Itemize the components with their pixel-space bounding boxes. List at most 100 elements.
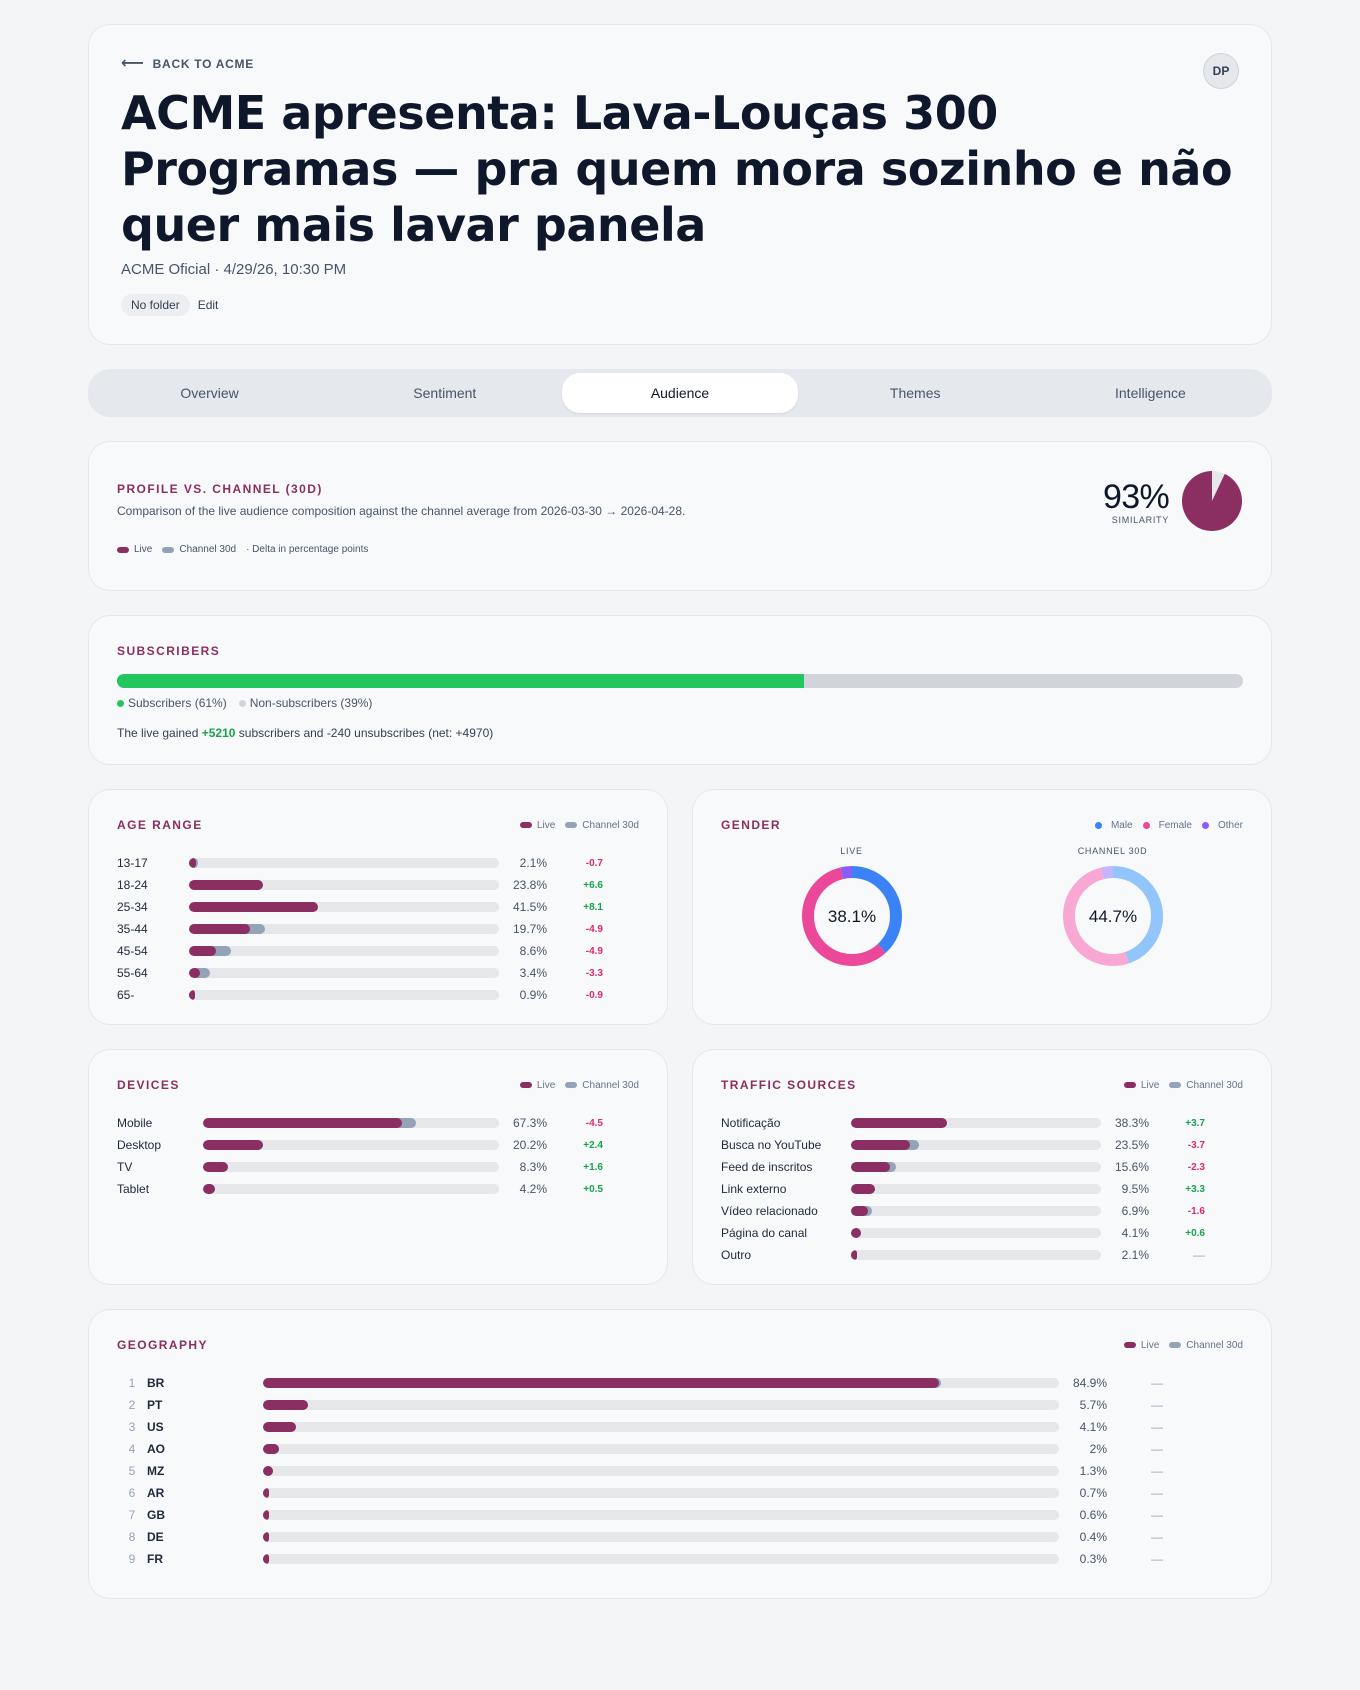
non-subscribers-dot bbox=[238, 700, 246, 707]
age-row: 55-64 3.4% -3.3 bbox=[117, 962, 639, 984]
device-row: Tablet 4.2% +0.5 bbox=[117, 1178, 639, 1200]
gender-legend: Male Female Other bbox=[1094, 819, 1243, 831]
row-percent: 9.5% bbox=[1121, 1182, 1149, 1196]
row-percent: 0.3% bbox=[1079, 1552, 1107, 1566]
tab-sentiment[interactable]: Sentiment bbox=[413, 385, 477, 401]
country-row: 3 US 4.1% — bbox=[117, 1416, 1243, 1438]
traffic-source-row: Outro 2.1% — bbox=[721, 1244, 1243, 1266]
bar-track bbox=[851, 1162, 1101, 1172]
similarity-value: 93% bbox=[1102, 478, 1170, 516]
row-delta: +8.1 bbox=[583, 901, 603, 913]
row-percent: 23.5% bbox=[1114, 1138, 1149, 1152]
age-row: 35-44 19.7% -4.9 bbox=[117, 918, 639, 940]
live-bar bbox=[189, 968, 200, 978]
legend-live-label: Live bbox=[536, 819, 556, 831]
legend-live-label: Live bbox=[536, 1079, 556, 1091]
age-label: AGE RANGE bbox=[117, 818, 203, 832]
row-label: 35-44 bbox=[117, 922, 148, 936]
row-delta: — bbox=[1151, 1376, 1163, 1390]
row-delta: +0.6 bbox=[1185, 1227, 1205, 1239]
row-delta: -0.9 bbox=[585, 989, 603, 1001]
row-delta: +3.7 bbox=[1185, 1117, 1205, 1129]
country-row: 6 AR 0.7% — bbox=[117, 1482, 1243, 1504]
row-delta: +2.4 bbox=[583, 1139, 603, 1151]
live-bar bbox=[851, 1118, 947, 1128]
video-meta: ACME Oficial · 4/29/26, 10:30 PM bbox=[121, 261, 347, 278]
tab-overview[interactable]: Overview bbox=[180, 385, 239, 401]
channel-gender-donut: 44.7% bbox=[1062, 866, 1163, 966]
bar-track bbox=[263, 1422, 1059, 1432]
age-row: 25-34 41.5% +8.1 bbox=[117, 896, 639, 918]
country-row: 7 GB 0.6% — bbox=[117, 1504, 1243, 1526]
country-code: AR bbox=[147, 1486, 165, 1500]
rank: 6 bbox=[128, 1486, 136, 1500]
row-label: TV bbox=[117, 1160, 133, 1174]
legend-non-subscribers: Non-subscribers (39%) bbox=[238, 696, 373, 710]
legend-channel-label: Channel 30d bbox=[1186, 1339, 1243, 1351]
age-row: 45-54 8.6% -4.9 bbox=[117, 940, 639, 962]
page: ⟵ BACK TO ACME DP ACME apresenta: Lava-L… bbox=[88, 24, 1272, 1599]
rank: 8 bbox=[128, 1530, 136, 1544]
folder-row: No folder Edit bbox=[121, 294, 1239, 316]
country-row: 2 PT 5.7% — bbox=[117, 1394, 1243, 1416]
row-delta: -4.5 bbox=[585, 1117, 603, 1129]
gender-donuts: LIVE 38.1% CHANNEL 30D 44.7% bbox=[721, 846, 1243, 968]
live-bar bbox=[263, 1378, 939, 1388]
live-swatch bbox=[519, 822, 532, 828]
country-row: 8 DE 0.4% — bbox=[117, 1526, 1243, 1548]
row-delta: +3.3 bbox=[1185, 1183, 1205, 1195]
legend-non-subscribers-label: Non-subscribers (39%) bbox=[249, 696, 373, 710]
row-percent: 0.4% bbox=[1079, 1530, 1107, 1544]
bar-track bbox=[189, 902, 499, 912]
tab-intelligence[interactable]: Intelligence bbox=[1115, 385, 1186, 401]
tab-audience[interactable]: Audience bbox=[562, 373, 798, 413]
live-bar bbox=[189, 880, 263, 890]
row-percent: 4.2% bbox=[519, 1182, 547, 1196]
traffic-card: TRAFFIC SOURCES Live Channel 30d Notific… bbox=[692, 1049, 1272, 1285]
live-bar bbox=[189, 902, 318, 912]
row-label: Vídeo relacionado bbox=[721, 1204, 818, 1218]
age-legend: Live Channel 30d bbox=[519, 819, 639, 831]
back-link[interactable]: ⟵ BACK TO ACME bbox=[121, 55, 1239, 72]
country-code: PT bbox=[147, 1398, 163, 1412]
avatar[interactable]: DP bbox=[1203, 53, 1239, 89]
geography-bar-list: 1 BR 84.9% — 2 PT 5.7% — 3 US 4.1% — 4 AO 2% — 5 MZ 1… bbox=[117, 1372, 1243, 1570]
row-label: Tablet bbox=[117, 1182, 150, 1196]
row-percent: 67.3% bbox=[512, 1116, 547, 1130]
channel-swatch bbox=[162, 546, 175, 553]
row-percent: 19.7% bbox=[512, 922, 547, 936]
legend-other-label: Other bbox=[1217, 819, 1243, 831]
legend-live-label: Live bbox=[134, 544, 153, 555]
legend-subscribers: Subscribers (61%) bbox=[117, 696, 227, 710]
row-percent: 4.1% bbox=[1079, 1420, 1107, 1434]
bar-track bbox=[851, 1206, 1101, 1216]
back-label: BACK TO ACME bbox=[152, 57, 254, 71]
subscribers-card: SUBSCRIBERS Subscribers (61%) Non-subscr… bbox=[88, 615, 1272, 765]
bar-track bbox=[189, 858, 499, 868]
devices-legend: Live Channel 30d bbox=[519, 1079, 639, 1091]
edit-link[interactable]: Edit bbox=[197, 298, 219, 312]
bar-track bbox=[203, 1162, 499, 1172]
profile-legend: Live Channel 30d · Delta in percentage p… bbox=[117, 544, 1243, 555]
row-percent: 15.6% bbox=[1114, 1160, 1149, 1174]
other-segment bbox=[801, 866, 902, 966]
geography-legend: Live Channel 30d bbox=[1123, 1339, 1243, 1351]
folder-badge[interactable]: No folder bbox=[121, 294, 190, 316]
devices-card: DEVICES Live Channel 30d Mobile 67.3% -4.… bbox=[88, 1049, 668, 1285]
traffic-source-row: Página do canal 4.1% +0.6 bbox=[721, 1222, 1243, 1244]
live-bar bbox=[189, 858, 196, 868]
age-card: AGE RANGE Live Channel 30d 13-17 2.1% -0.… bbox=[88, 789, 668, 1025]
row-percent: 2.1% bbox=[519, 856, 547, 870]
device-row: Mobile 67.3% -4.5 bbox=[117, 1112, 639, 1134]
arrow-left-icon: ⟵ bbox=[121, 55, 145, 72]
row-delta: — bbox=[1151, 1552, 1163, 1566]
row-delta: +6.6 bbox=[583, 879, 603, 891]
bar-track bbox=[189, 924, 499, 934]
row-percent: 38.3% bbox=[1114, 1116, 1149, 1130]
geography-label: GEOGRAPHY bbox=[117, 1338, 208, 1352]
subscribers-label: SUBSCRIBERS bbox=[117, 644, 221, 658]
row-delta: -0.7 bbox=[585, 857, 603, 869]
row-label: Link externo bbox=[721, 1182, 787, 1196]
live-bar bbox=[263, 1532, 269, 1542]
tab-themes[interactable]: Themes bbox=[889, 385, 941, 401]
